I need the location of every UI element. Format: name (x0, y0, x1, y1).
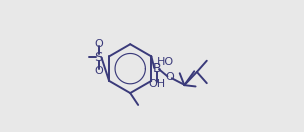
Text: B: B (152, 62, 161, 75)
Text: HO: HO (157, 57, 174, 67)
Text: O: O (165, 72, 174, 82)
Text: OH: OH (148, 79, 165, 89)
Text: S: S (94, 51, 103, 64)
Text: O: O (94, 66, 103, 76)
Text: O: O (94, 39, 103, 49)
